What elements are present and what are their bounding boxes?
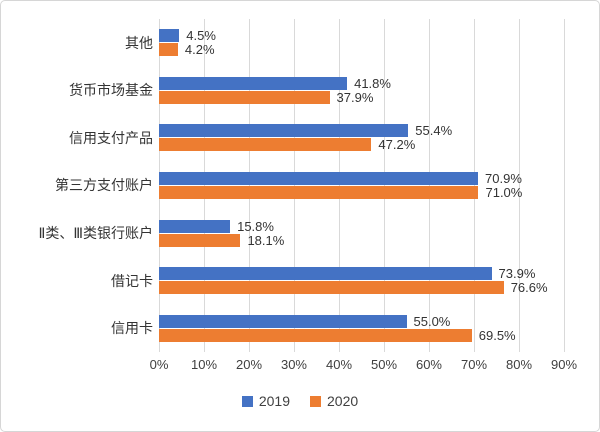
gridline: [159, 19, 160, 352]
legend-label-2019: 2019: [258, 393, 290, 409]
bar-value-label: 15.8%: [237, 218, 274, 234]
bar-line: 15.8%: [159, 218, 564, 234]
bar-value-label: 73.9%: [498, 266, 536, 282]
bar-line: 37.9%: [159, 89, 564, 105]
legend: 2019 2020: [1, 393, 599, 409]
legend-item-2020: 2020: [310, 393, 358, 409]
bar-line: 73.9%: [159, 266, 564, 282]
category-axis: 其他货币市场基金 信用支付产品第三方支付账户 Ⅱ类、Ⅲ类银行账户借记卡信用卡: [7, 19, 153, 352]
x-axis-tick-label: 60%: [415, 357, 442, 372]
bar-value-label: 55.4%: [415, 123, 453, 139]
x-axis-tick-label: 90%: [550, 357, 578, 372]
bar-line: 69.5%: [159, 327, 564, 343]
bar-value-label: 71.0%: [485, 184, 523, 200]
legend-swatch-2020: [310, 395, 321, 407]
bar-2019: [159, 267, 492, 281]
bar-value-label: 41.8%: [354, 75, 391, 91]
bar-2020: [159, 328, 472, 342]
gridline: [249, 19, 250, 352]
category-row: 73.9% 76.6%: [159, 257, 564, 305]
bar-value-label: 69.5%: [478, 327, 516, 343]
gridline: [428, 19, 430, 352]
bar-line: 55.0%: [159, 313, 564, 329]
category-label: 其他: [125, 34, 153, 51]
bar-line: 47.2%: [159, 137, 564, 153]
x-axis-tick-label: 80%: [505, 357, 533, 372]
bar-rows: 4.5% 4.2% 41.8% 37.9% 55.4% 47.2% 70.9% 71.0% 15…: [159, 19, 564, 352]
bar-value-label: 70.9%: [485, 170, 522, 186]
bar-value-label: 55.0%: [413, 313, 451, 329]
bar-2020: [159, 233, 241, 247]
bar-value-label: 4.2%: [184, 42, 215, 58]
bar-2019: [159, 124, 409, 138]
x-axis-tick-label: 0%: [149, 357, 169, 372]
bar-2020: [159, 43, 178, 57]
bar-value-label: 37.9%: [336, 89, 374, 105]
x-axis: 0% 10% 20% 30% 40% 50% 60% 70% 80% 90%: [150, 357, 577, 375]
bar-line: 55.4%: [159, 123, 564, 139]
bar-line: 4.2%: [159, 42, 564, 58]
category-row: 4.5% 4.2%: [159, 19, 564, 67]
gridline: [564, 19, 565, 352]
bar-value-label: 4.5%: [186, 28, 216, 44]
bar-line: 71.0%: [159, 184, 564, 200]
x-axis-tick-label: 20%: [235, 357, 263, 372]
bar-2019: [159, 76, 348, 90]
legend-swatch-2019: [241, 395, 253, 407]
gridline: [339, 19, 340, 352]
legend-item-2019: 2019: [241, 393, 290, 409]
legend-label-2020: 2020: [327, 393, 359, 409]
bar-value-label: 76.6%: [510, 280, 548, 296]
bar-2019: [159, 219, 231, 233]
bar-2019: [159, 29, 180, 43]
category-row: 15.8% 18.1%: [159, 209, 564, 257]
bar-2020: [159, 90, 330, 104]
bar-line: 4.5%: [159, 28, 564, 44]
bar-line: 18.1%: [159, 232, 564, 248]
bar-value-label: 47.2%: [378, 137, 416, 153]
gridline: [384, 19, 385, 352]
bar-2019: [159, 171, 479, 185]
x-axis-tick-label: 70%: [460, 357, 488, 372]
category-row: 70.9% 71.0%: [159, 162, 564, 210]
category-label: 第三方支付账户: [55, 177, 153, 194]
gridline: [474, 19, 475, 352]
x-axis-tick-label: 30%: [280, 357, 307, 372]
plot-area: 4.5% 4.2% 41.8% 37.9% 55.4% 47.2% 70.9% 71.0% 15…: [159, 19, 565, 352]
category-row: 55.0% 69.5%: [159, 304, 564, 352]
category-label: Ⅱ类、Ⅲ类银行账户: [38, 225, 153, 242]
gridline: [204, 19, 205, 352]
category-label: 借记卡: [111, 272, 153, 289]
bar-line: 70.9%: [159, 170, 564, 186]
category-row: 55.4% 47.2%: [159, 114, 564, 162]
category-label: 货币市场基金: [69, 82, 153, 99]
gridline: [519, 19, 520, 352]
bar-2019: [159, 314, 407, 328]
bar-line: 76.6%: [159, 280, 564, 296]
bar-2020: [159, 185, 479, 199]
category-label: 信用支付产品: [69, 129, 153, 146]
bar-2020: [159, 138, 372, 152]
x-axis-tick-label: 50%: [370, 357, 398, 372]
bar-2020: [159, 281, 504, 295]
bar-value-label: 18.1%: [247, 232, 285, 248]
x-axis-tick-label: 10%: [190, 357, 218, 372]
category-label: 信用卡: [111, 320, 153, 337]
x-axis-tick-label: 40%: [325, 357, 353, 372]
gridline: [293, 19, 295, 352]
bar-line: 41.8%: [159, 75, 564, 91]
category-row: 41.8% 37.9%: [159, 67, 564, 115]
